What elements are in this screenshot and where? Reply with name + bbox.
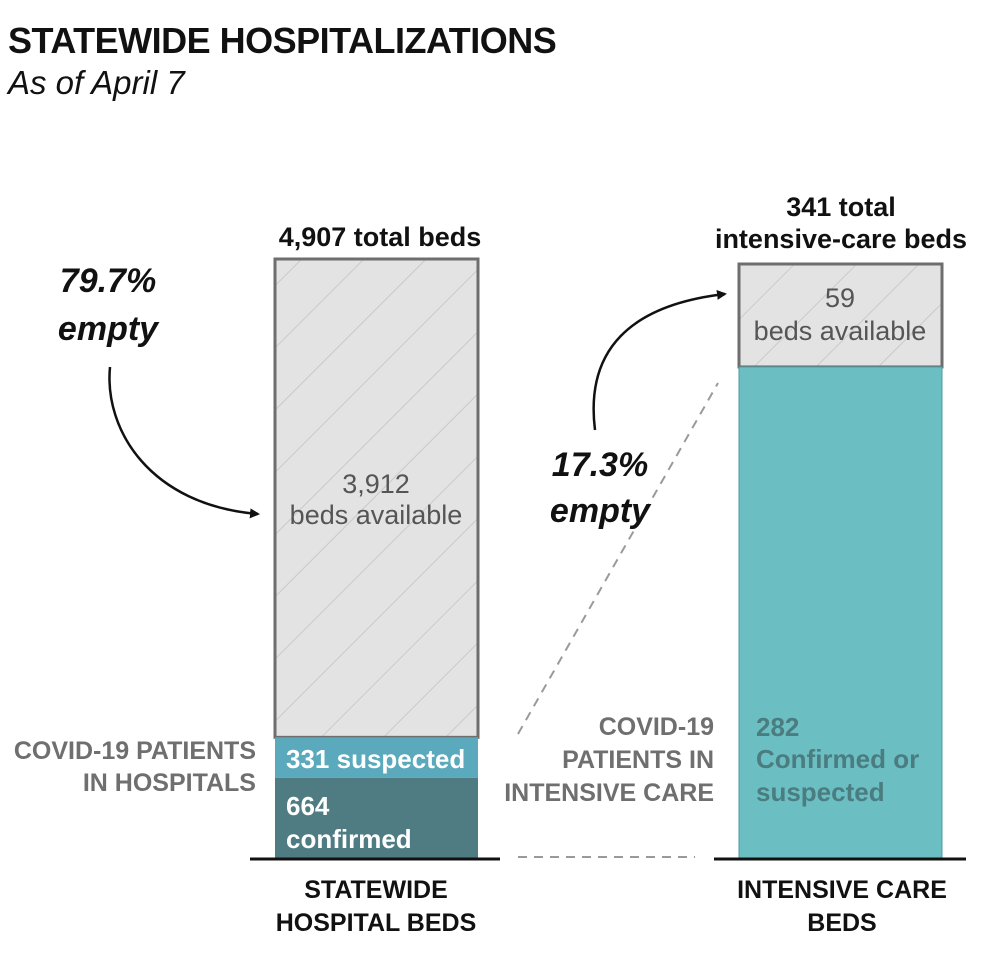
icu-available-value: 59 bbox=[825, 283, 855, 313]
statewide-total-label: 4,907 total beds bbox=[279, 222, 482, 252]
statewide-available-bar bbox=[273, 257, 480, 739]
icu-category-line1: INTENSIVE CARE bbox=[737, 876, 947, 904]
statewide-arrow bbox=[108, 366, 260, 519]
statewide-confirmed-bar bbox=[275, 777, 478, 859]
statewide-bar-group: 4,907 total beds 3,912 beds available 33… bbox=[14, 222, 500, 937]
statewide-suspected-label: 331 suspected bbox=[286, 744, 465, 774]
statewide-confirmed-label: confirmed bbox=[286, 824, 412, 854]
icu-available-label: beds available bbox=[754, 316, 927, 346]
statewide-available-label: beds available bbox=[290, 500, 463, 530]
connector-dashed-diagonal bbox=[517, 382, 719, 735]
statewide-category-line1: STATEWIDE bbox=[304, 876, 448, 904]
icu-arrow bbox=[592, 289, 727, 431]
icu-group-label-line2: PATIENTS IN bbox=[562, 746, 714, 774]
icu-total-label-line1: 341 total bbox=[786, 192, 896, 222]
statewide-suspected-bar bbox=[275, 737, 478, 778]
icu-patients-value: 282 bbox=[756, 712, 799, 742]
chart-subtitle: As of April 7 bbox=[8, 64, 185, 101]
icu-empty-word: empty bbox=[550, 492, 652, 530]
icu-patients-label-line1: Confirmed or bbox=[756, 744, 919, 774]
statewide-empty-word: empty bbox=[58, 310, 160, 348]
icu-category-line2: BEDS bbox=[807, 909, 876, 937]
statewide-confirmed-value: 664 bbox=[286, 791, 330, 821]
icu-group-label-line1: COVID-19 bbox=[599, 713, 714, 741]
icu-group-label-line3: INTENSIVE CARE bbox=[504, 779, 714, 807]
statewide-group-label-line2: IN HOSPITALS bbox=[83, 769, 256, 797]
chart-title: STATEWIDE HOSPITALIZATIONS bbox=[8, 20, 557, 61]
icu-empty-percent: 17.3% bbox=[552, 446, 648, 484]
icu-total-label-line2: intensive-care beds bbox=[715, 224, 967, 254]
icu-available-bar bbox=[737, 262, 944, 369]
statewide-empty-percent: 79.7% bbox=[60, 262, 156, 300]
statewide-available-value: 3,912 bbox=[342, 469, 410, 499]
statewide-group-label-line1: COVID-19 PATIENTS bbox=[14, 737, 256, 765]
icu-patients-label-line2: suspected bbox=[756, 777, 885, 807]
statewide-category-line2: HOSPITAL BEDS bbox=[276, 909, 477, 937]
icu-bar-group: 341 total intensive-care beds 59 beds av… bbox=[504, 192, 967, 937]
icu-patients-bar bbox=[738, 366, 943, 860]
